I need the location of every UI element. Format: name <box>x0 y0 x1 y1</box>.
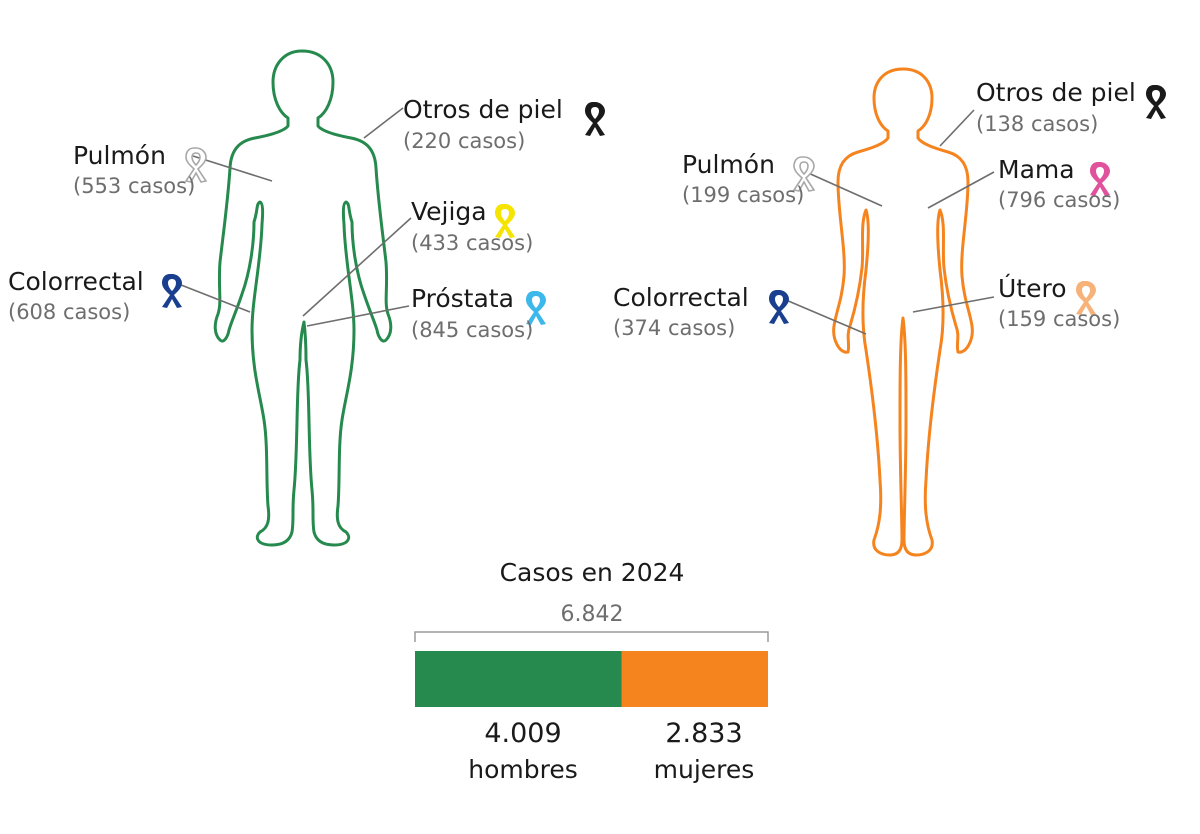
label-name: Útero <box>998 273 1067 303</box>
label-men-prostata: Próstata (845 casos) <box>411 284 546 342</box>
bar-segment-mujeres <box>621 651 768 707</box>
label-cases: (796 casos) <box>998 188 1120 212</box>
label-name: Próstata <box>411 284 514 313</box>
ribbon-shape <box>585 102 605 136</box>
label-name: Colorrectal <box>8 267 144 296</box>
male-labels: Otros de piel (220 casos) Pulmón (553 ca… <box>8 95 605 342</box>
ribbon-icon <box>1076 281 1096 315</box>
label-men-vejiga: Vejiga (433 casos) <box>411 197 533 255</box>
label-name: Colorrectal <box>613 283 749 312</box>
leader-women-utero <box>912 296 995 313</box>
ribbon-icon <box>769 290 789 324</box>
label-cases: (608 casos) <box>8 300 130 324</box>
ribbon-shape <box>769 290 789 324</box>
male-body <box>213 49 393 547</box>
summary-chart: Casos en 2024 6.842 4.009 hombres 2.833 … <box>414 558 769 784</box>
label-men-colorrectal: Colorrectal (608 casos) <box>8 267 182 324</box>
label-women-pulmon: Pulmón (199 casos) <box>682 150 816 207</box>
ribbon-icon <box>585 102 605 136</box>
chart-title: Casos en 2024 <box>500 558 685 587</box>
male-leader-lines <box>175 107 412 327</box>
label-cases: (199 casos) <box>682 183 804 207</box>
label-cases: (433 casos) <box>411 231 533 255</box>
ribbon-icon <box>526 291 546 325</box>
male-body-outline <box>213 49 393 547</box>
leader-men-otros <box>363 107 404 139</box>
women-label: mujeres <box>654 755 755 784</box>
leader-men-prostata <box>306 305 410 327</box>
label-women-mama: Mama (796 casos) <box>998 155 1120 212</box>
label-name: Vejiga <box>411 197 487 226</box>
label-name: Pulmón <box>682 150 775 179</box>
bar-segments <box>415 651 768 707</box>
label-cases: (220 casos) <box>403 129 525 153</box>
leader-men-colorrectal <box>175 282 251 313</box>
ribbon-icon <box>1146 85 1166 119</box>
ribbon-shape <box>1146 85 1166 119</box>
leader-men-vejiga <box>302 217 412 317</box>
women-value-label: 2.833 <box>665 718 742 749</box>
label-women-utero: Útero (159 casos) <box>998 273 1120 331</box>
label-cases: (845 casos) <box>411 318 533 342</box>
label-cases: (553 casos) <box>73 174 195 198</box>
label-men-pulmon: Pulmón (553 casos) <box>73 141 208 198</box>
label-name: Pulmón <box>73 141 166 170</box>
female-leader-lines <box>785 109 995 335</box>
ribbon-icon <box>1090 162 1110 196</box>
label-name: Otros de piel <box>976 78 1136 107</box>
label-women-otros: Otros de piel (138 casos) <box>976 78 1166 136</box>
ribbon-shape <box>162 274 182 308</box>
leader-women-mama <box>927 171 995 209</box>
ribbon-shape <box>1076 281 1096 315</box>
label-name: Otros de piel <box>403 95 563 124</box>
ribbon-shape <box>1090 162 1110 196</box>
ribbon-icon <box>495 204 515 238</box>
total-label: 6.842 <box>561 602 624 627</box>
bar-segment-hombres <box>415 651 622 707</box>
ribbon-icon <box>184 147 208 183</box>
label-cases: (374 casos) <box>613 316 735 340</box>
label-cases: (159 casos) <box>998 307 1120 331</box>
ribbon-icon <box>792 156 816 192</box>
leader-men-pulmon <box>192 155 273 182</box>
men-value-label: 4.009 <box>484 718 561 749</box>
leader-women-colorrectal <box>785 299 867 335</box>
label-women-colorrectal: Colorrectal (374 casos) <box>613 283 789 340</box>
label-cases: (138 casos) <box>976 112 1098 136</box>
ribbon-shape <box>792 156 816 192</box>
ribbon-icon <box>162 274 182 308</box>
ribbon-shape <box>526 291 546 325</box>
female-labels: Otros de piel (138 casos) Pulmón (199 ca… <box>613 78 1166 340</box>
leader-women-otros <box>939 109 975 147</box>
ribbon-shape <box>495 204 515 238</box>
ribbon-shape <box>184 147 208 183</box>
label-name: Mama <box>998 155 1075 184</box>
total-bracket <box>414 631 769 642</box>
leader-women-pulmon <box>805 171 883 207</box>
female-body-outline <box>832 67 974 557</box>
female-body <box>832 67 974 557</box>
men-label: hombres <box>468 755 578 784</box>
label-men-otros: Otros de piel (220 casos) <box>403 95 605 153</box>
